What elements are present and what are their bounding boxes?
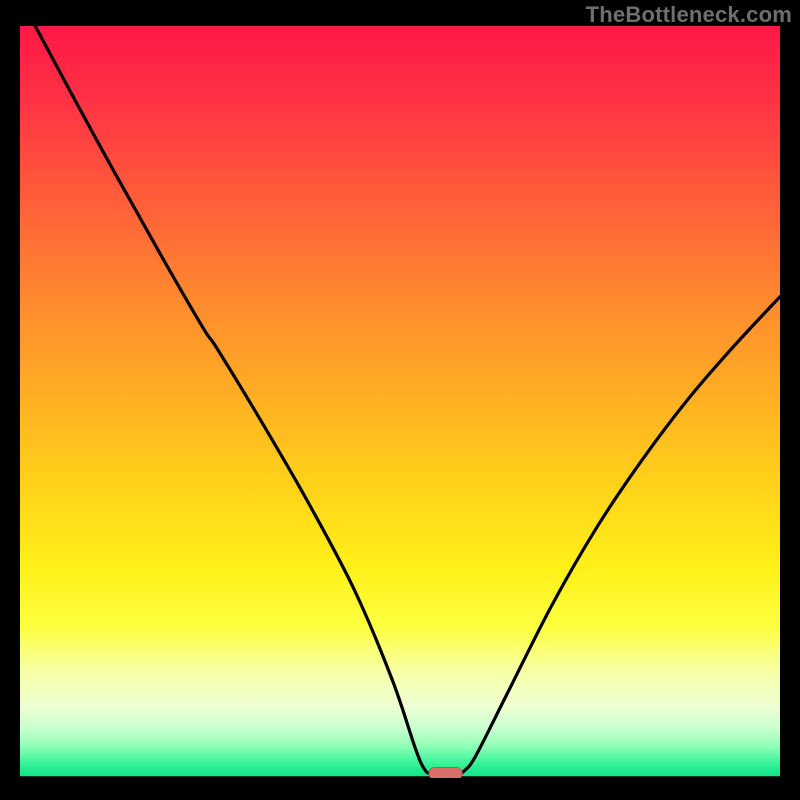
optimal-marker — [429, 767, 462, 778]
figure-root: TheBottleneck.com — [0, 0, 800, 800]
watermark-text: TheBottleneck.com — [586, 2, 792, 28]
plot-area — [20, 26, 780, 778]
chart-svg — [20, 26, 780, 778]
chart-background — [20, 26, 780, 778]
